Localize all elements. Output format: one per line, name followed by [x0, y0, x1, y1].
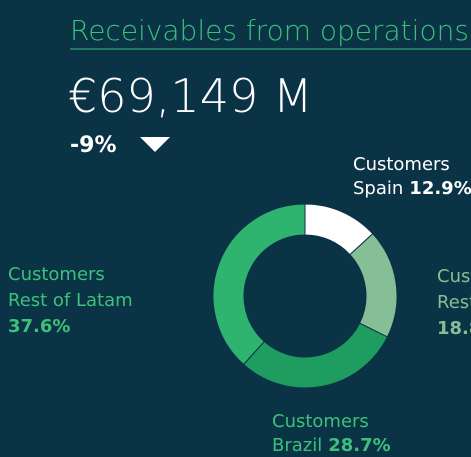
segment-name: Brazil [272, 435, 322, 456]
down-arrow [140, 137, 170, 152]
segment-label: Customers [437, 266, 471, 287]
change: -9% [70, 133, 116, 158]
segment-name: Rest of Europe [437, 292, 471, 313]
segment-value: 18.8% [437, 318, 471, 339]
donut-segment [212, 203, 306, 366]
total: €69,149 M [68, 69, 313, 123]
segment-name: Spain [353, 178, 403, 199]
segment-label: Spain 12.9% [353, 178, 471, 199]
segment-value: 12.9% [409, 178, 471, 199]
segment-label: Customers [272, 411, 369, 432]
segment-label: Rest of Europe [437, 292, 471, 313]
segment-label: Rest of Latam [8, 290, 133, 311]
segment-value: 37.6% [8, 316, 70, 337]
chart-title: Receivables from operations [70, 14, 469, 47]
segment-label: Customers [8, 264, 105, 285]
segment-label: Customers [353, 154, 450, 175]
segment-label: Brazil 28.7% [272, 435, 391, 456]
segment-name: Rest of Latam [8, 290, 133, 311]
segment-value: 28.7% [328, 435, 390, 456]
